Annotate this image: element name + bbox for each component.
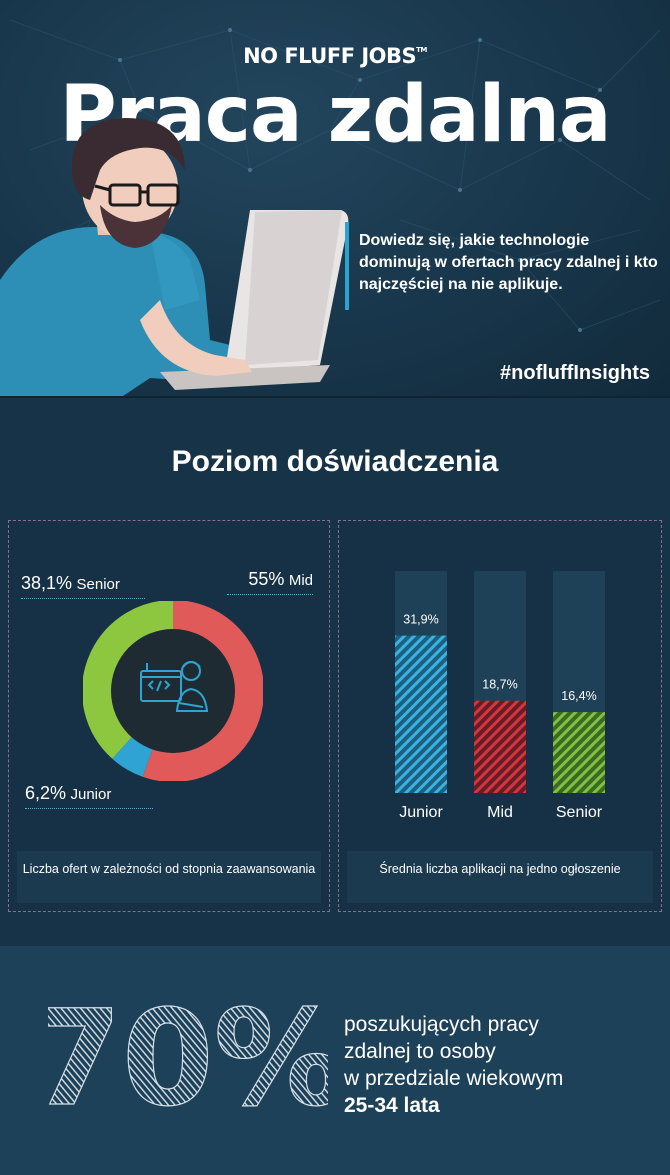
network-background: [9, 19, 661, 332]
bar-category-label-mid: Mid: [487, 804, 513, 821]
stat-age-range: 25-34 lata: [344, 1094, 440, 1117]
hero-subtitle: Dowiedz się, jakie technologie dominują …: [345, 222, 663, 310]
donut-slice-senior: [83, 601, 174, 759]
offers-donut-chart: [83, 601, 263, 781]
developer-illustration: [0, 118, 349, 398]
donut-slice-mid: [142, 601, 263, 781]
age-stat-text: poszukujących pracy zdalnej to osoby w p…: [344, 1011, 654, 1119]
bar-senior: [553, 712, 605, 793]
donut-label-senior: 38,1% Senior: [21, 573, 145, 599]
applications-chart-caption: Średnia liczba aplikacji na jedno ogłosz…: [347, 851, 653, 903]
donut-hole: [111, 629, 235, 753]
hero-divider: [0, 396, 670, 398]
offers-panel: 38,1% Senior 55% Mid 6,2% Junior Liczb: [8, 520, 330, 912]
stat-line-1: poszukujących pracy: [344, 1013, 539, 1036]
donut-slice-junior: [112, 736, 154, 777]
applications-panel: 31,9% Junior 18,7% Mid 16,4% Senior Średnia l…: [338, 520, 662, 912]
bar-value-label-senior: 16,4%: [561, 689, 596, 703]
donut-label-junior: 6,2% Junior: [25, 783, 153, 809]
hashtag: #nofluffInsights: [500, 362, 650, 384]
bar-category-label-junior: Junior: [399, 804, 443, 821]
applications-bar-chart: 31,9% Junior 18,7% Mid 16,4% Senior: [395, 571, 605, 821]
hero-section: NO FLUFF JOBSTM Praca zdalna: [0, 0, 670, 398]
stat-line-2: zdalnej to osoby: [344, 1040, 496, 1063]
bar-value-label-mid: 18,7%: [482, 678, 517, 692]
bar-category-label-senior: Senior: [556, 804, 603, 821]
offers-chart-caption: Liczba ofert w zależności od stopnia zaa…: [17, 851, 321, 903]
age-stat-section: 70% poszukujących pracy zdalnej to osoby…: [0, 946, 670, 1175]
bar-junior: [395, 635, 447, 793]
stat-line-3: w przedziale wiekowym: [344, 1067, 564, 1090]
donut-label-mid: 55% Mid: [227, 569, 313, 595]
bar-mid: [474, 700, 526, 793]
big-percentage: 70%: [48, 986, 328, 1116]
big-percentage-text: 70%: [48, 986, 328, 1116]
brand-logo: NO FLUFF JOBSTM: [243, 44, 427, 68]
section-title-experience: Poziom doświadczenia: [171, 445, 499, 478]
bar-value-label-junior: 31,9%: [403, 613, 438, 627]
coder-icon: [140, 661, 209, 712]
